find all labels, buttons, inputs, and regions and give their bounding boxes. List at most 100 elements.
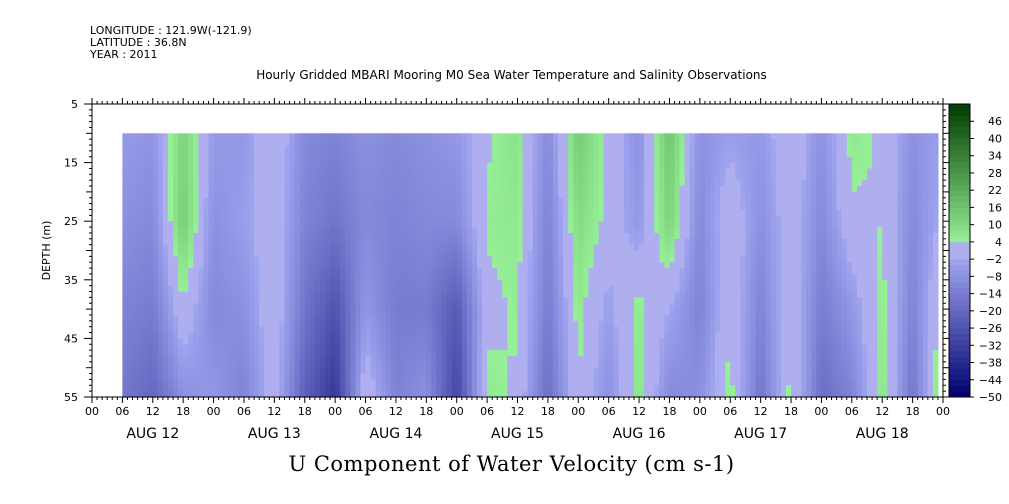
heatmap-cell (223, 303, 230, 310)
heatmap-cell (654, 186, 660, 193)
heatmap-cell (233, 244, 240, 252)
heatmap-cell (269, 215, 275, 222)
heatmap-cell (167, 150, 174, 158)
heatmap-cell (426, 168, 432, 175)
heatmap-cell (578, 162, 584, 170)
heatmap-cell (183, 355, 189, 363)
heatmap-cell (441, 174, 448, 181)
heatmap-cell (603, 291, 610, 298)
heatmap-cell (198, 221, 205, 228)
heatmap-cell (279, 279, 286, 287)
heatmap-cell (299, 238, 306, 246)
heatmap-cell (527, 244, 534, 252)
heatmap-cell (492, 350, 498, 357)
heatmap-cell (380, 162, 387, 170)
heatmap-cell (314, 262, 321, 269)
heatmap-cell (203, 391, 210, 398)
heatmap-cell (304, 373, 311, 381)
heatmap-cell (426, 227, 432, 234)
heatmap-cell (355, 385, 362, 392)
heatmap-cell (522, 332, 529, 339)
heatmap-cell (198, 361, 205, 369)
heatmap-cell (461, 361, 468, 369)
heatmap-cell (360, 227, 367, 234)
heatmap-cell (512, 379, 519, 386)
heatmap-cell (132, 150, 139, 158)
heatmap-cell (466, 197, 473, 205)
heatmap-cell (406, 180, 412, 187)
heatmap-cell (446, 221, 453, 228)
heatmap-cell (167, 309, 174, 316)
heatmap-cell (390, 227, 397, 234)
heatmap-cell (446, 303, 453, 310)
heatmap-cell (487, 156, 493, 164)
heatmap-cell (355, 244, 362, 252)
heatmap-cell (289, 244, 296, 252)
heatmap-cell (532, 309, 539, 316)
heatmap-cell (309, 133, 316, 140)
heatmap-cell (583, 373, 590, 381)
heatmap-cell (411, 391, 417, 398)
heatmap-cell (213, 361, 220, 369)
heatmap-cell (249, 303, 255, 310)
heatmap-cell (152, 174, 159, 181)
heatmap-cell (365, 309, 372, 316)
heatmap-cell (365, 350, 372, 357)
heatmap-cell (183, 191, 189, 199)
heatmap-cell (314, 344, 321, 351)
heatmap-cell (441, 133, 448, 140)
heatmap-cell (669, 250, 676, 257)
heatmap-cell (319, 139, 326, 146)
heatmap-cell (365, 244, 372, 252)
heatmap-cell (355, 250, 362, 257)
heatmap-cell (314, 391, 321, 398)
heatmap-cell (264, 297, 270, 304)
heatmap-cell (340, 139, 346, 146)
heatmap-cell (471, 314, 478, 322)
heatmap-cell (461, 338, 468, 345)
heatmap-cell (188, 338, 194, 345)
heatmap-cell (628, 291, 635, 298)
heatmap-cell (390, 303, 397, 310)
heatmap-cell (578, 256, 584, 263)
heatmap-cell (279, 367, 286, 375)
heatmap-cell (502, 303, 508, 310)
heatmap-cell (431, 215, 438, 222)
heatmap-cell (198, 150, 205, 158)
heatmap-cell (679, 309, 686, 316)
heatmap-cell (497, 250, 503, 257)
heatmap-cell (375, 355, 382, 363)
heatmap-cell (279, 268, 286, 275)
heatmap-cell (319, 273, 326, 281)
heatmap-cell (127, 279, 134, 287)
heatmap-cell (674, 139, 681, 146)
heatmap-cell (132, 191, 139, 199)
heatmap-cell (294, 320, 301, 328)
heatmap-cell (568, 297, 574, 304)
heatmap-cell (375, 273, 382, 281)
heatmap-cell (436, 285, 443, 293)
heatmap-cell (355, 180, 362, 187)
heatmap-cell (400, 309, 407, 316)
heatmap-cell (385, 326, 392, 334)
heatmap-cell (649, 385, 655, 392)
heatmap-cell (634, 344, 640, 351)
heatmap-cell (178, 320, 184, 328)
heatmap-cell (507, 174, 514, 181)
heatmap-cell (137, 285, 144, 293)
heatmap-cell (558, 285, 564, 293)
heatmap-cell (178, 168, 184, 175)
heatmap-cell (188, 227, 194, 234)
heatmap-cell (669, 385, 676, 392)
heatmap-cell (375, 326, 382, 334)
heatmap-cell (431, 350, 438, 357)
heatmap-cell (340, 285, 346, 293)
heatmap-cell (395, 320, 402, 328)
heatmap-cell (406, 209, 412, 216)
heatmap-cell (664, 338, 671, 345)
heatmap-cell (426, 314, 432, 322)
heatmap-cell (649, 150, 655, 158)
heatmap-cell (593, 326, 600, 334)
heatmap-cell (385, 244, 392, 252)
heatmap-cell (380, 279, 387, 287)
